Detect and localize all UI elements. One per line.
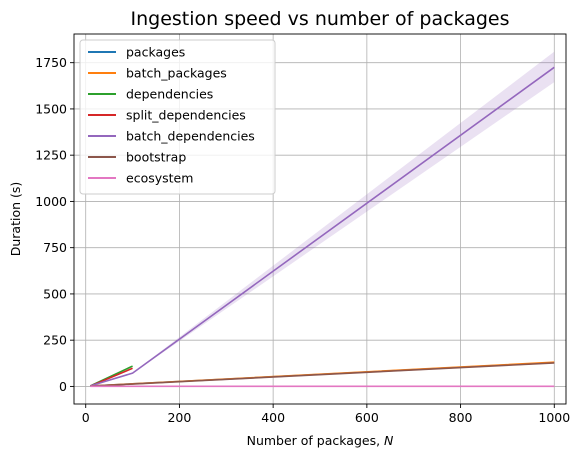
y-axis-label: Duration (s) <box>8 182 23 257</box>
series-line-batch_dependencies <box>90 66 555 387</box>
x-axis-label-text: Number of packages, <box>247 433 384 448</box>
x-tick-label: 400 <box>261 410 285 425</box>
legend-label-split_dependencies: split_dependencies <box>126 108 246 123</box>
legend-label-batch_packages: batch_packages <box>126 66 227 81</box>
x-tick-label: 0 <box>82 410 90 425</box>
legend-label-dependencies: dependencies <box>126 87 213 102</box>
y-tick-label: 250 <box>43 333 67 348</box>
chart-title: Ingestion speed vs number of packages <box>130 8 509 30</box>
y-tick-label: 500 <box>43 286 67 301</box>
y-tick-label: 750 <box>43 240 67 255</box>
x-axis-ticks: 0 200 400 600 800 1000 <box>82 404 570 425</box>
x-axis-label-variable: N <box>384 433 394 448</box>
y-tick-label: 1250 <box>35 148 67 163</box>
x-tick-label: 800 <box>449 410 473 425</box>
series-lines <box>90 66 555 388</box>
legend-box <box>79 39 276 195</box>
legend: packages batch_packages dependencies split_… <box>79 39 276 195</box>
y-tick-label: 0 <box>59 379 67 394</box>
x-tick-label: 1000 <box>538 410 570 425</box>
plot-frame <box>73 33 567 405</box>
legend-label-ecosystem: ecosystem <box>126 171 193 186</box>
y-axis-ticks: 0 250 500 750 1000 1250 1500 1750 <box>35 55 74 394</box>
series-line-bootstrap <box>90 362 555 387</box>
legend-label-packages: packages <box>126 45 185 60</box>
legend-label-batch_dependencies: batch_dependencies <box>126 129 255 144</box>
x-tick-label: 600 <box>355 410 379 425</box>
x-axis-label: Number of packages, N <box>247 433 394 448</box>
x-tick-label: 200 <box>167 410 191 425</box>
y-tick-label: 1000 <box>35 194 67 209</box>
y-tick-label: 1750 <box>35 55 67 70</box>
legend-label-bootstrap: bootstrap <box>126 150 186 165</box>
y-tick-label: 1500 <box>35 101 67 116</box>
